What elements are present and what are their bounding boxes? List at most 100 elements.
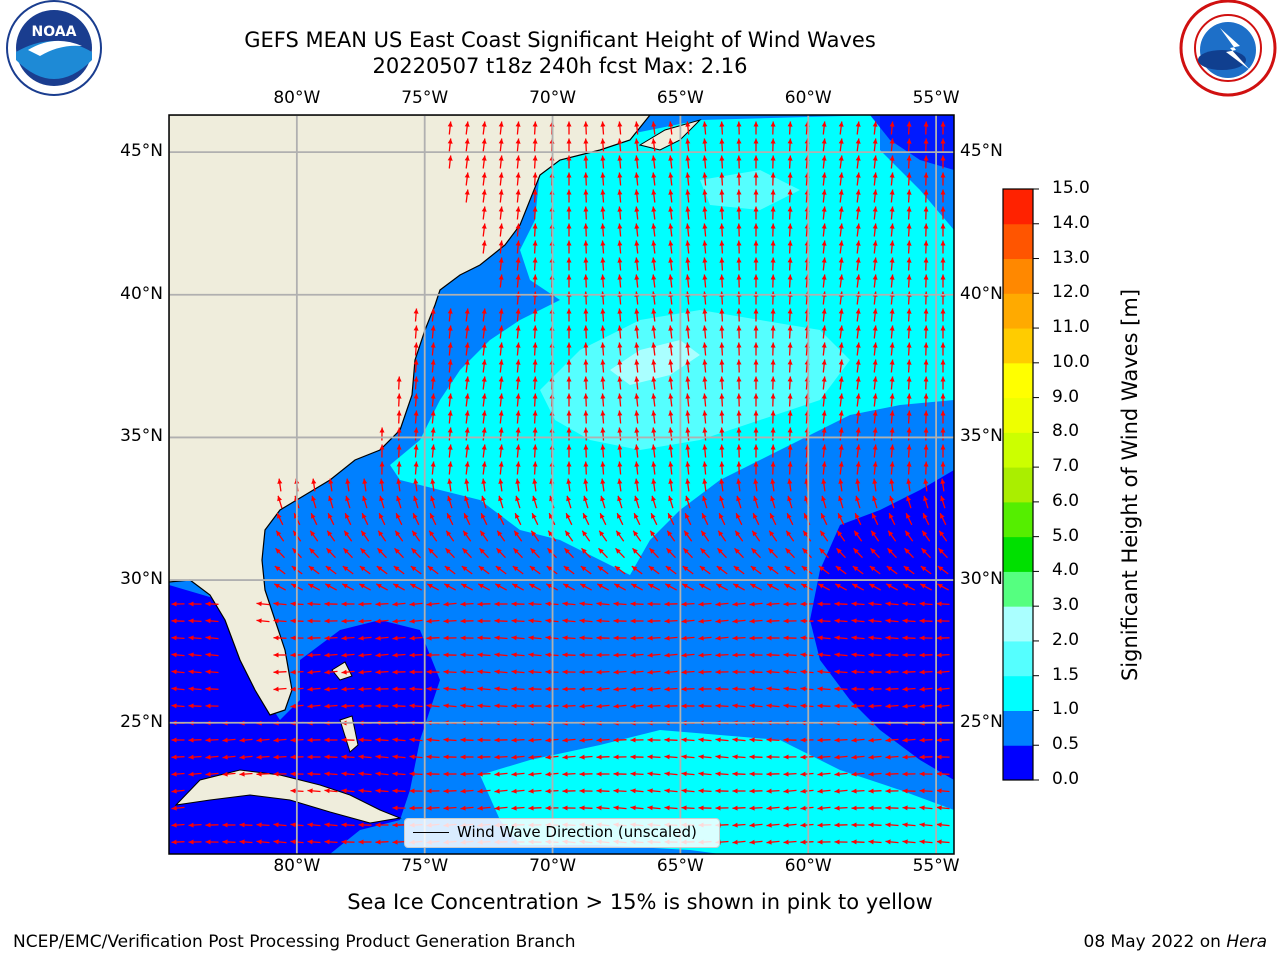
wind-wave-arrowhead bbox=[769, 530, 775, 537]
wind-wave-arrowhead bbox=[307, 686, 313, 692]
wind-wave-arrowhead bbox=[532, 325, 538, 331]
wind-wave-arrowhead bbox=[736, 223, 742, 229]
wind-wave-arrowhead bbox=[481, 513, 486, 519]
wind-wave-arrowhead bbox=[921, 548, 927, 554]
wind-wave-arrowhead bbox=[358, 839, 364, 845]
wind-wave-arrowhead bbox=[919, 771, 925, 777]
wind-wave-arrowhead bbox=[256, 839, 262, 845]
wind-wave-arrowhead bbox=[256, 601, 262, 607]
wind-wave-arrowhead bbox=[800, 754, 806, 760]
wind-wave-arrowhead bbox=[821, 223, 827, 229]
wind-wave-arrowhead bbox=[481, 478, 487, 484]
wind-wave-arrowhead bbox=[532, 308, 538, 314]
colorbar-swatch bbox=[1003, 258, 1033, 294]
wind-wave-arrowhead bbox=[359, 566, 366, 572]
wind-wave-arrowhead bbox=[392, 822, 398, 828]
wind-wave-arrowhead bbox=[307, 822, 313, 828]
wind-wave-arrowhead bbox=[834, 771, 840, 777]
wind-wave-arrowhead bbox=[460, 601, 466, 607]
wind-wave-arrowhead bbox=[834, 618, 840, 624]
wind-wave-arrowhead bbox=[770, 342, 776, 348]
colorbar-swatch bbox=[1003, 432, 1033, 468]
wind-wave-arrowhead bbox=[736, 444, 742, 450]
wind-wave-arrowhead bbox=[902, 618, 908, 624]
wind-wave-arrowhead bbox=[872, 206, 878, 212]
wind-wave-arrowhead bbox=[821, 376, 827, 382]
wind-wave-arrowhead bbox=[583, 427, 589, 433]
colorbar-swatch bbox=[1003, 501, 1033, 538]
wind-wave-arrowhead bbox=[817, 635, 823, 641]
wind-wave-arrowhead bbox=[787, 342, 793, 348]
wind-wave-arrowhead bbox=[498, 427, 504, 433]
wind-wave-arrowhead bbox=[566, 121, 572, 127]
wind-wave-arrowhead bbox=[481, 393, 487, 399]
wind-wave-arrowhead bbox=[868, 601, 874, 607]
wind-wave-arrowhead bbox=[188, 754, 194, 760]
wind-wave-arrowhead bbox=[630, 703, 636, 709]
wind-wave-arrowhead bbox=[273, 652, 279, 658]
wind-wave-arrowhead bbox=[188, 635, 194, 641]
wind-wave-arrowhead bbox=[665, 566, 672, 572]
wind-wave-arrowhead bbox=[494, 754, 500, 760]
wind-wave-arrowhead bbox=[749, 703, 755, 709]
wind-wave-arrowhead bbox=[787, 444, 793, 450]
wind-wave-arrowhead bbox=[631, 583, 637, 589]
wind-wave-arrowhead bbox=[665, 583, 671, 589]
wind-wave-arrowhead bbox=[787, 172, 793, 178]
wind-wave-arrowhead bbox=[838, 513, 843, 519]
wind-wave-arrowhead bbox=[698, 601, 704, 607]
wind-wave-arrowhead bbox=[530, 548, 536, 554]
wind-wave-arrowhead bbox=[800, 635, 806, 641]
wind-wave-arrowhead bbox=[787, 240, 793, 246]
wind-wave-arrowhead bbox=[528, 601, 534, 607]
wind-wave-arrowhead bbox=[906, 121, 912, 127]
colorbar-frame bbox=[1002, 188, 1034, 781]
wind-wave-arrowhead bbox=[940, 478, 946, 484]
wind-wave-arrowhead bbox=[702, 444, 708, 450]
wind-wave-arrowhead bbox=[768, 548, 774, 554]
wind-wave-arrowhead bbox=[600, 376, 606, 382]
wind-wave-arrowhead bbox=[749, 737, 755, 743]
wind-wave-arrowhead bbox=[562, 635, 568, 641]
wind-wave-arrowhead bbox=[447, 359, 453, 365]
wind-wave-arrowhead bbox=[447, 410, 453, 416]
wind-wave-arrowhead bbox=[547, 548, 553, 554]
wind-wave-arrowhead bbox=[681, 635, 687, 641]
wind-wave-arrowhead bbox=[820, 530, 826, 537]
wind-wave-arrowhead bbox=[651, 495, 656, 502]
wind-wave-arrowhead bbox=[634, 206, 640, 212]
wind-wave-arrowhead bbox=[889, 478, 895, 484]
wind-wave-arrowhead bbox=[630, 805, 636, 811]
wind-wave-arrowhead bbox=[821, 495, 826, 502]
wind-wave-arrowhead bbox=[379, 478, 385, 484]
wind-wave-arrowhead bbox=[513, 548, 519, 554]
wind-wave-arrowhead bbox=[855, 189, 861, 195]
wind-wave-arrowhead bbox=[426, 669, 432, 675]
wind-wave-arrowhead bbox=[511, 652, 517, 658]
wind-wave-arrowhead bbox=[343, 548, 349, 554]
wind-wave-arrowhead bbox=[617, 461, 623, 467]
wind-wave-arrowhead bbox=[651, 274, 657, 280]
wind-wave-arrowhead bbox=[783, 822, 789, 828]
wind-wave-arrowhead bbox=[532, 444, 538, 450]
wind-wave-arrowhead bbox=[275, 548, 281, 554]
wind-wave-arrowhead bbox=[426, 805, 432, 811]
wind-wave-arrowhead bbox=[528, 703, 534, 709]
wind-wave-arrowhead bbox=[749, 822, 755, 828]
wind-wave-arrowhead bbox=[613, 805, 619, 811]
wind-wave-arrowhead bbox=[868, 805, 874, 811]
wind-wave-arrowhead bbox=[307, 703, 313, 709]
wind-wave-arrowhead bbox=[885, 754, 891, 760]
wind-wave-arrowhead bbox=[664, 771, 670, 777]
wind-wave-arrowhead bbox=[770, 121, 776, 127]
wind-wave-arrowhead bbox=[936, 703, 942, 709]
wind-wave-arrowhead bbox=[647, 669, 653, 675]
wind-wave-arrowhead bbox=[634, 121, 640, 127]
wind-wave-arrowhead bbox=[889, 223, 895, 229]
wind-wave-arrowhead bbox=[205, 686, 211, 692]
wind-wave-arrowhead bbox=[804, 513, 809, 519]
lon-tick-label-top: 80°W bbox=[273, 88, 321, 108]
wind-wave-arrowhead bbox=[396, 495, 401, 502]
wind-wave-arrowhead bbox=[290, 703, 296, 709]
wind-wave-arrowhead bbox=[889, 121, 895, 127]
